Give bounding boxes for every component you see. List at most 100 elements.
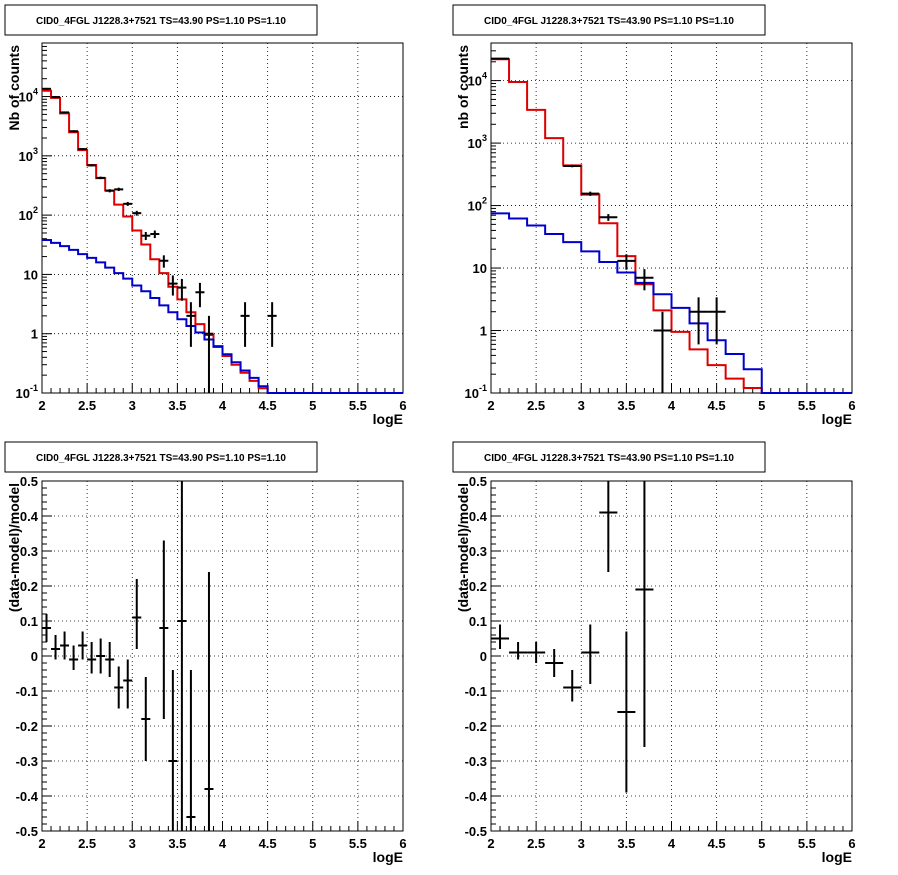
data-point xyxy=(123,201,133,206)
x-tick-label: 6 xyxy=(848,836,855,851)
data-point xyxy=(617,254,636,270)
x-tick-label: 2.5 xyxy=(527,836,545,851)
data-point xyxy=(132,210,142,216)
data-point xyxy=(51,96,61,99)
x-tick-label: 5 xyxy=(309,836,316,851)
y-tick-label: 0.5 xyxy=(20,474,38,489)
data-point xyxy=(141,677,151,761)
data-point xyxy=(114,666,124,709)
data-point xyxy=(96,176,106,180)
y-tick-label: -0.2 xyxy=(465,719,487,734)
x-tick-label: 3 xyxy=(129,836,136,851)
y-tick-label: 102 xyxy=(468,196,487,214)
x-tick-label: 6 xyxy=(399,836,406,851)
panel-top-right: 2 2.5 3 3.5 4 4.5 5 5.5 6 10-1 1 10 102 103 104 logE nb … xyxy=(452,4,856,427)
x-tick-label: 4 xyxy=(668,398,676,413)
data-point xyxy=(177,481,187,831)
data-point xyxy=(159,255,169,268)
x-tick-label: 5.5 xyxy=(349,836,367,851)
chart-title: CID0_4FGL J1228.3+7521 TS=43.90 PS=1.10 … xyxy=(484,453,734,464)
y-tick-label: 1 xyxy=(31,327,38,342)
panel-bottom-left: 2 2.5 3 3.5 4 4.5 5 5.5 6 -0.5 -0.4 -0.3 -0.2 -0.1 0 0.… xyxy=(4,441,407,865)
data-point xyxy=(42,614,52,642)
data-point xyxy=(689,297,708,345)
data-point xyxy=(96,638,106,674)
data-point xyxy=(177,278,187,301)
y-tick-label: -0.5 xyxy=(465,824,487,839)
x-tick-label: 4.5 xyxy=(708,836,726,851)
x-tick-label: 5.5 xyxy=(798,398,816,413)
data-points xyxy=(491,481,654,793)
x-tick-label: 2.5 xyxy=(78,836,96,851)
y-tick-label: 0.2 xyxy=(20,579,38,594)
panel-bottom-right: 2 2.5 3 3.5 4 4.5 5 5.5 6 -0.5 -0.4 -0.3 -0.2 -0.1 0 0.… xyxy=(452,441,856,865)
title-box xyxy=(452,4,766,36)
x-tick-label: 2.5 xyxy=(527,398,545,413)
data-point xyxy=(123,659,133,709)
background-model-line xyxy=(42,239,403,394)
background-model-line xyxy=(491,212,852,394)
data-point xyxy=(635,269,654,291)
y-tick-label: -0.3 xyxy=(16,754,38,769)
data-point xyxy=(105,189,115,193)
y-tick-label: 0.3 xyxy=(469,544,487,559)
data-point xyxy=(105,642,115,677)
x-tick-label: 4 xyxy=(219,836,227,851)
x-axis-title: logE xyxy=(822,849,852,865)
data-point xyxy=(635,481,654,747)
data-point xyxy=(491,57,510,60)
y-tick-label: 10 xyxy=(24,267,38,282)
grid xyxy=(491,43,852,393)
data-point xyxy=(132,579,142,649)
y-tick-label: 0 xyxy=(480,649,487,664)
x-tick-label: 5 xyxy=(758,836,765,851)
data-point xyxy=(150,230,160,239)
x-tick-label: 3.5 xyxy=(168,398,186,413)
data-point xyxy=(168,275,178,296)
x-axis-title: logE xyxy=(373,849,403,865)
y-tick-label: -0.2 xyxy=(16,719,38,734)
y-tick-label: 0.1 xyxy=(469,614,487,629)
grid xyxy=(491,481,852,831)
x-tick-label: 3 xyxy=(578,398,585,413)
x-tick-label: 4 xyxy=(219,398,227,413)
x-tick-label: 2 xyxy=(38,398,45,413)
data-points xyxy=(42,481,214,831)
data-point xyxy=(159,540,169,719)
data-point xyxy=(599,481,618,572)
chart-title: CID0_4FGL J1228.3+7521 TS=43.90 PS=1.10 … xyxy=(36,453,286,464)
x-tick-label: 5 xyxy=(758,398,765,413)
x-tick-label: 3.5 xyxy=(617,836,635,851)
x-tick-label: 6 xyxy=(848,398,855,413)
data-points xyxy=(42,87,277,393)
grid xyxy=(42,43,403,393)
y-axis-title: (data-model)/model xyxy=(455,483,471,612)
x-axis-title: logE xyxy=(373,411,403,427)
y-tick-label: 0 xyxy=(31,649,38,664)
x-tick-label: 3.5 xyxy=(168,836,186,851)
x-tick-label: 6 xyxy=(399,398,406,413)
x-tick-label: 4.5 xyxy=(708,398,726,413)
x-tick-label: 4 xyxy=(668,836,676,851)
data-point xyxy=(204,315,214,393)
data-point xyxy=(87,164,97,167)
data-point xyxy=(114,187,124,192)
chart-title: CID0_4FGL J1228.3+7521 TS=43.90 PS=1.10 … xyxy=(484,16,734,27)
x-tick-label: 5.5 xyxy=(349,398,367,413)
y-tick-label: 0.1 xyxy=(20,614,38,629)
data-point xyxy=(186,302,196,347)
data-point xyxy=(69,130,79,133)
x-tick-label: 4.5 xyxy=(259,836,277,851)
x-tick-label: 3.5 xyxy=(617,398,635,413)
y-axis-title: nb of counts xyxy=(455,45,471,129)
title-box xyxy=(4,4,318,36)
data-point xyxy=(545,649,564,677)
y-tick-label: -0.1 xyxy=(16,684,38,699)
y-tick-label: 0.5 xyxy=(469,474,487,489)
data-point xyxy=(563,670,582,702)
data-point xyxy=(267,302,277,347)
x-tick-label: 2.5 xyxy=(78,398,96,413)
y-tick-label: 10-1 xyxy=(16,383,38,401)
data-point xyxy=(51,635,61,660)
y-axis-title: Nb of counts xyxy=(6,45,22,131)
